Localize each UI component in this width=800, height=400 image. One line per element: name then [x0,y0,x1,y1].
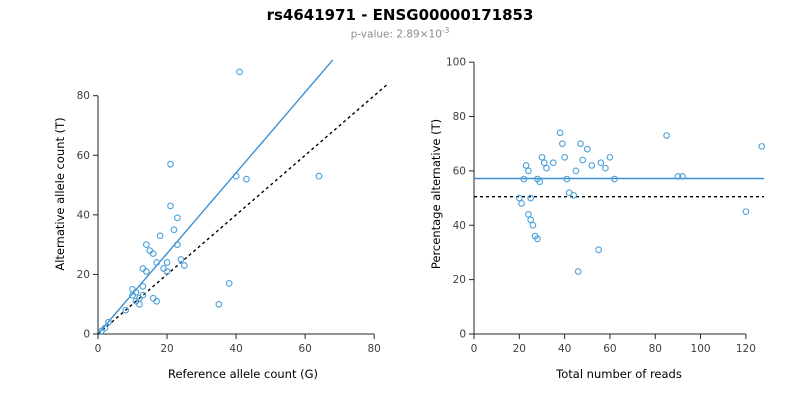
data-point [236,68,243,76]
x-tick-label: 80 [368,343,381,355]
data-point [174,241,181,248]
data-point [563,175,571,183]
identity-line [97,83,389,335]
x-tick-label: 60 [298,343,311,355]
data-point [674,172,682,180]
x-tick-label: 0 [95,343,102,355]
data-point [163,259,171,266]
x-tick-label: 40 [229,343,242,355]
data-point [139,291,147,299]
data-point [579,156,587,164]
x-axis-title: Reference allele count (G) [168,367,318,381]
page-title: rs4641971 - ENSG00000171853 [266,6,534,24]
x-tick-label: 60 [603,343,616,355]
data-point [583,145,591,153]
data-point [611,175,618,183]
data-point [149,250,157,257]
data-point [561,153,568,161]
x-tick-label: 80 [649,343,662,355]
data-point [663,132,670,139]
data-point [167,160,174,168]
pvalue-text: p-value: 2.89×10 [350,28,442,41]
data-point [101,324,109,332]
x-tick-label: 40 [558,343,571,355]
y-tick-label: 0 [459,329,466,341]
data-point [520,175,528,183]
x-axis-title: Total number of reads [555,367,682,381]
data-point [132,288,140,296]
y-tick-label: 80 [453,111,466,123]
data-point [525,167,532,175]
pvalue-exponent: -3 [441,26,450,35]
data-point [105,318,112,326]
data-point [540,159,548,167]
data-point [577,140,584,148]
y-tick-label: 0 [83,329,90,341]
data-point [243,175,250,183]
data-point [315,172,323,180]
data-point [570,192,578,199]
pvalue-subtitle: p-value: 2.89×10-3 [0,26,800,41]
x-tick-label: 100 [691,343,711,355]
data-point [758,143,766,150]
y-tick-label: 60 [77,150,90,162]
data-point [170,226,178,234]
right-scatter-plot: 0 20 40 60 80 100 120 0 20 40 60 80 100 Total number … [429,57,766,381]
y-tick-label: 40 [453,220,466,232]
data-point [139,282,147,290]
data-point [742,208,750,216]
data-point [595,246,602,254]
y-tick-label: 60 [453,165,466,177]
data-point [225,280,233,287]
x-tick-label: 0 [471,343,478,355]
data-point [180,262,188,269]
data-point [602,164,609,172]
data-point [536,178,544,186]
data-point [142,268,150,275]
data-point [572,167,580,175]
data-point [153,297,161,305]
data-point [518,200,525,207]
data-point [232,172,240,180]
data-point [549,159,557,167]
data-point [527,216,534,224]
y-tick-label: 20 [77,269,90,281]
y-tick-label: 20 [453,274,466,286]
data-point [153,259,161,266]
data-point [534,235,541,243]
data-point [527,194,534,202]
data-point [177,256,185,263]
fit-line [97,59,334,335]
data-point [588,162,596,169]
data-point [597,159,605,167]
data-point [174,214,181,222]
data-point [529,221,537,229]
data-point [556,129,564,137]
data-point [606,153,614,161]
data-point [679,172,686,180]
y-tick-label: 40 [77,209,90,221]
data-point [522,162,530,169]
data-point [574,268,582,275]
data-point [543,164,550,172]
y-axis-title: Alternative allele count (T) [53,117,67,270]
y-tick-label: 100 [446,57,466,69]
data-point [167,202,174,210]
left-scatter-plot: 0 20 40 60 80 0 20 40 60 80 Reference allele count… [53,59,389,381]
data-point [215,300,223,308]
y-tick-label: 80 [77,90,90,102]
data-point [163,268,171,275]
data-point [515,194,523,202]
data-point [142,241,150,248]
y-axis-title: Percentage alternative (T) [429,119,443,269]
x-tick-label: 120 [736,343,756,355]
x-tick-label: 20 [513,343,526,355]
data-point [525,211,532,218]
data-point [156,232,164,240]
data-point [538,153,546,161]
x-tick-label: 20 [160,343,173,355]
data-point [122,306,129,314]
data-point [559,140,566,148]
